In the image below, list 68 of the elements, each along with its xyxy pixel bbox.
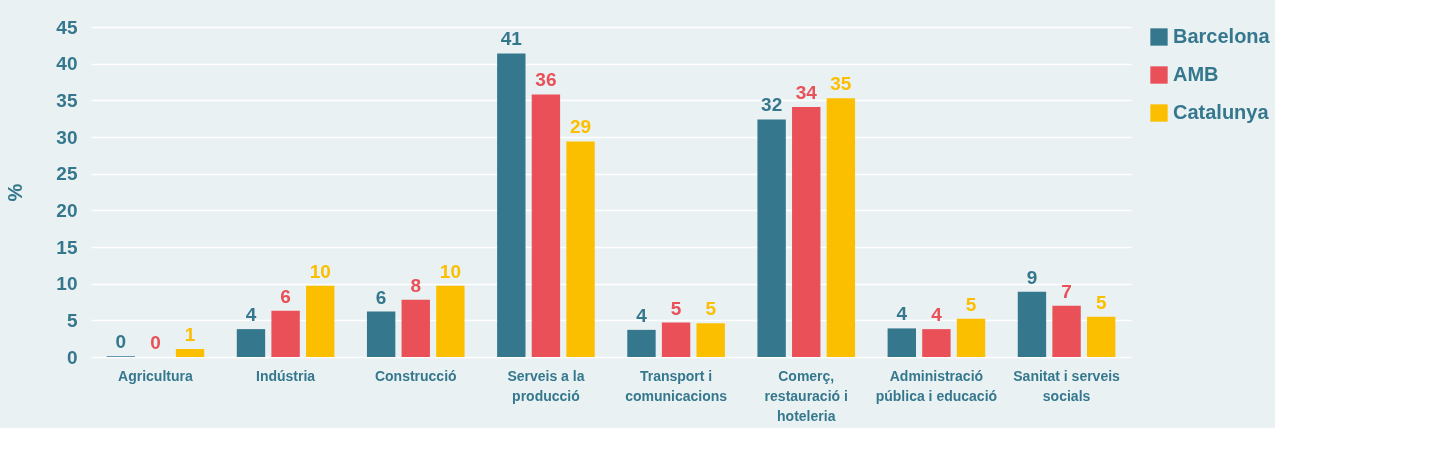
bar (792, 106, 821, 357)
legend-label: Barcelona (1173, 25, 1271, 47)
data-label: 41 (500, 28, 523, 50)
y-axis-title: % (4, 183, 27, 202)
y-tick-label: 20 (56, 199, 78, 221)
data-label: 9 (1026, 266, 1038, 288)
bar (236, 329, 266, 357)
y-tick-label: 25 (56, 163, 78, 185)
x-tick-label: Indústria (256, 367, 316, 384)
bar (401, 299, 430, 357)
y-tick-label: 0 (66, 346, 78, 368)
data-label: 10 (309, 260, 331, 282)
x-tick-label: Agricultura (118, 367, 193, 384)
bar (1052, 305, 1081, 357)
data-label: 29 (569, 116, 592, 138)
data-label: 4 (245, 304, 257, 326)
data-label: 32 (761, 94, 783, 116)
data-label: 1 (184, 323, 196, 345)
y-tick-label: 15 (56, 236, 78, 258)
y-tick-label: 30 (56, 126, 78, 148)
bar (566, 141, 595, 357)
data-label: 10 (439, 260, 461, 282)
bar (531, 94, 561, 357)
bar (366, 311, 396, 357)
y-tick-label: 45 (56, 16, 78, 38)
bar (627, 329, 656, 357)
y-tick-label: 35 (56, 89, 78, 111)
bar (271, 310, 300, 357)
data-label: 6 (375, 286, 387, 308)
bar (887, 328, 916, 357)
data-label: 7 (1061, 280, 1072, 302)
data-label: 34 (795, 81, 818, 103)
data-label: 0 (115, 331, 127, 353)
data-label: 6 (280, 285, 291, 307)
bar (696, 323, 725, 357)
data-label: 8 (410, 274, 422, 296)
bar (1017, 291, 1047, 357)
y-tick-label: 40 (56, 53, 78, 75)
bar (826, 98, 856, 357)
bar (757, 119, 786, 357)
x-tick-label: Construcció (374, 367, 457, 384)
data-label: 4 (896, 303, 908, 325)
bar (956, 318, 986, 357)
bar (1086, 316, 1116, 357)
data-label: 35 (830, 73, 852, 95)
x-tick-label: Sanitat i serveis socials (1013, 367, 1121, 404)
bar (497, 53, 526, 357)
data-label: 0 (150, 332, 161, 353)
x-tick-label: Transport i comunicacions (625, 367, 728, 404)
data-label: 5 (1095, 291, 1107, 313)
data-label: 4 (931, 304, 943, 326)
bar (175, 348, 205, 357)
bar (306, 285, 335, 357)
bar (436, 285, 465, 357)
x-tick-label: Comerç, restauració i hoteleria (764, 367, 848, 424)
legend-label: AMB (1173, 63, 1219, 85)
legend-label: Catalunya (1173, 101, 1270, 123)
y-tick-label: 10 (56, 273, 78, 295)
x-tick-label: Serveis a la producció (507, 367, 585, 404)
data-label: 5 (670, 297, 682, 319)
data-label: 5 (705, 298, 717, 320)
y-tick-label: 5 (66, 309, 78, 331)
data-label: 5 (965, 293, 977, 315)
bar (661, 322, 691, 357)
x-tick-label: Administració pública i educació (875, 367, 998, 404)
data-label: 4 (636, 304, 648, 326)
data-label: 36 (535, 69, 557, 91)
bar (922, 329, 951, 357)
